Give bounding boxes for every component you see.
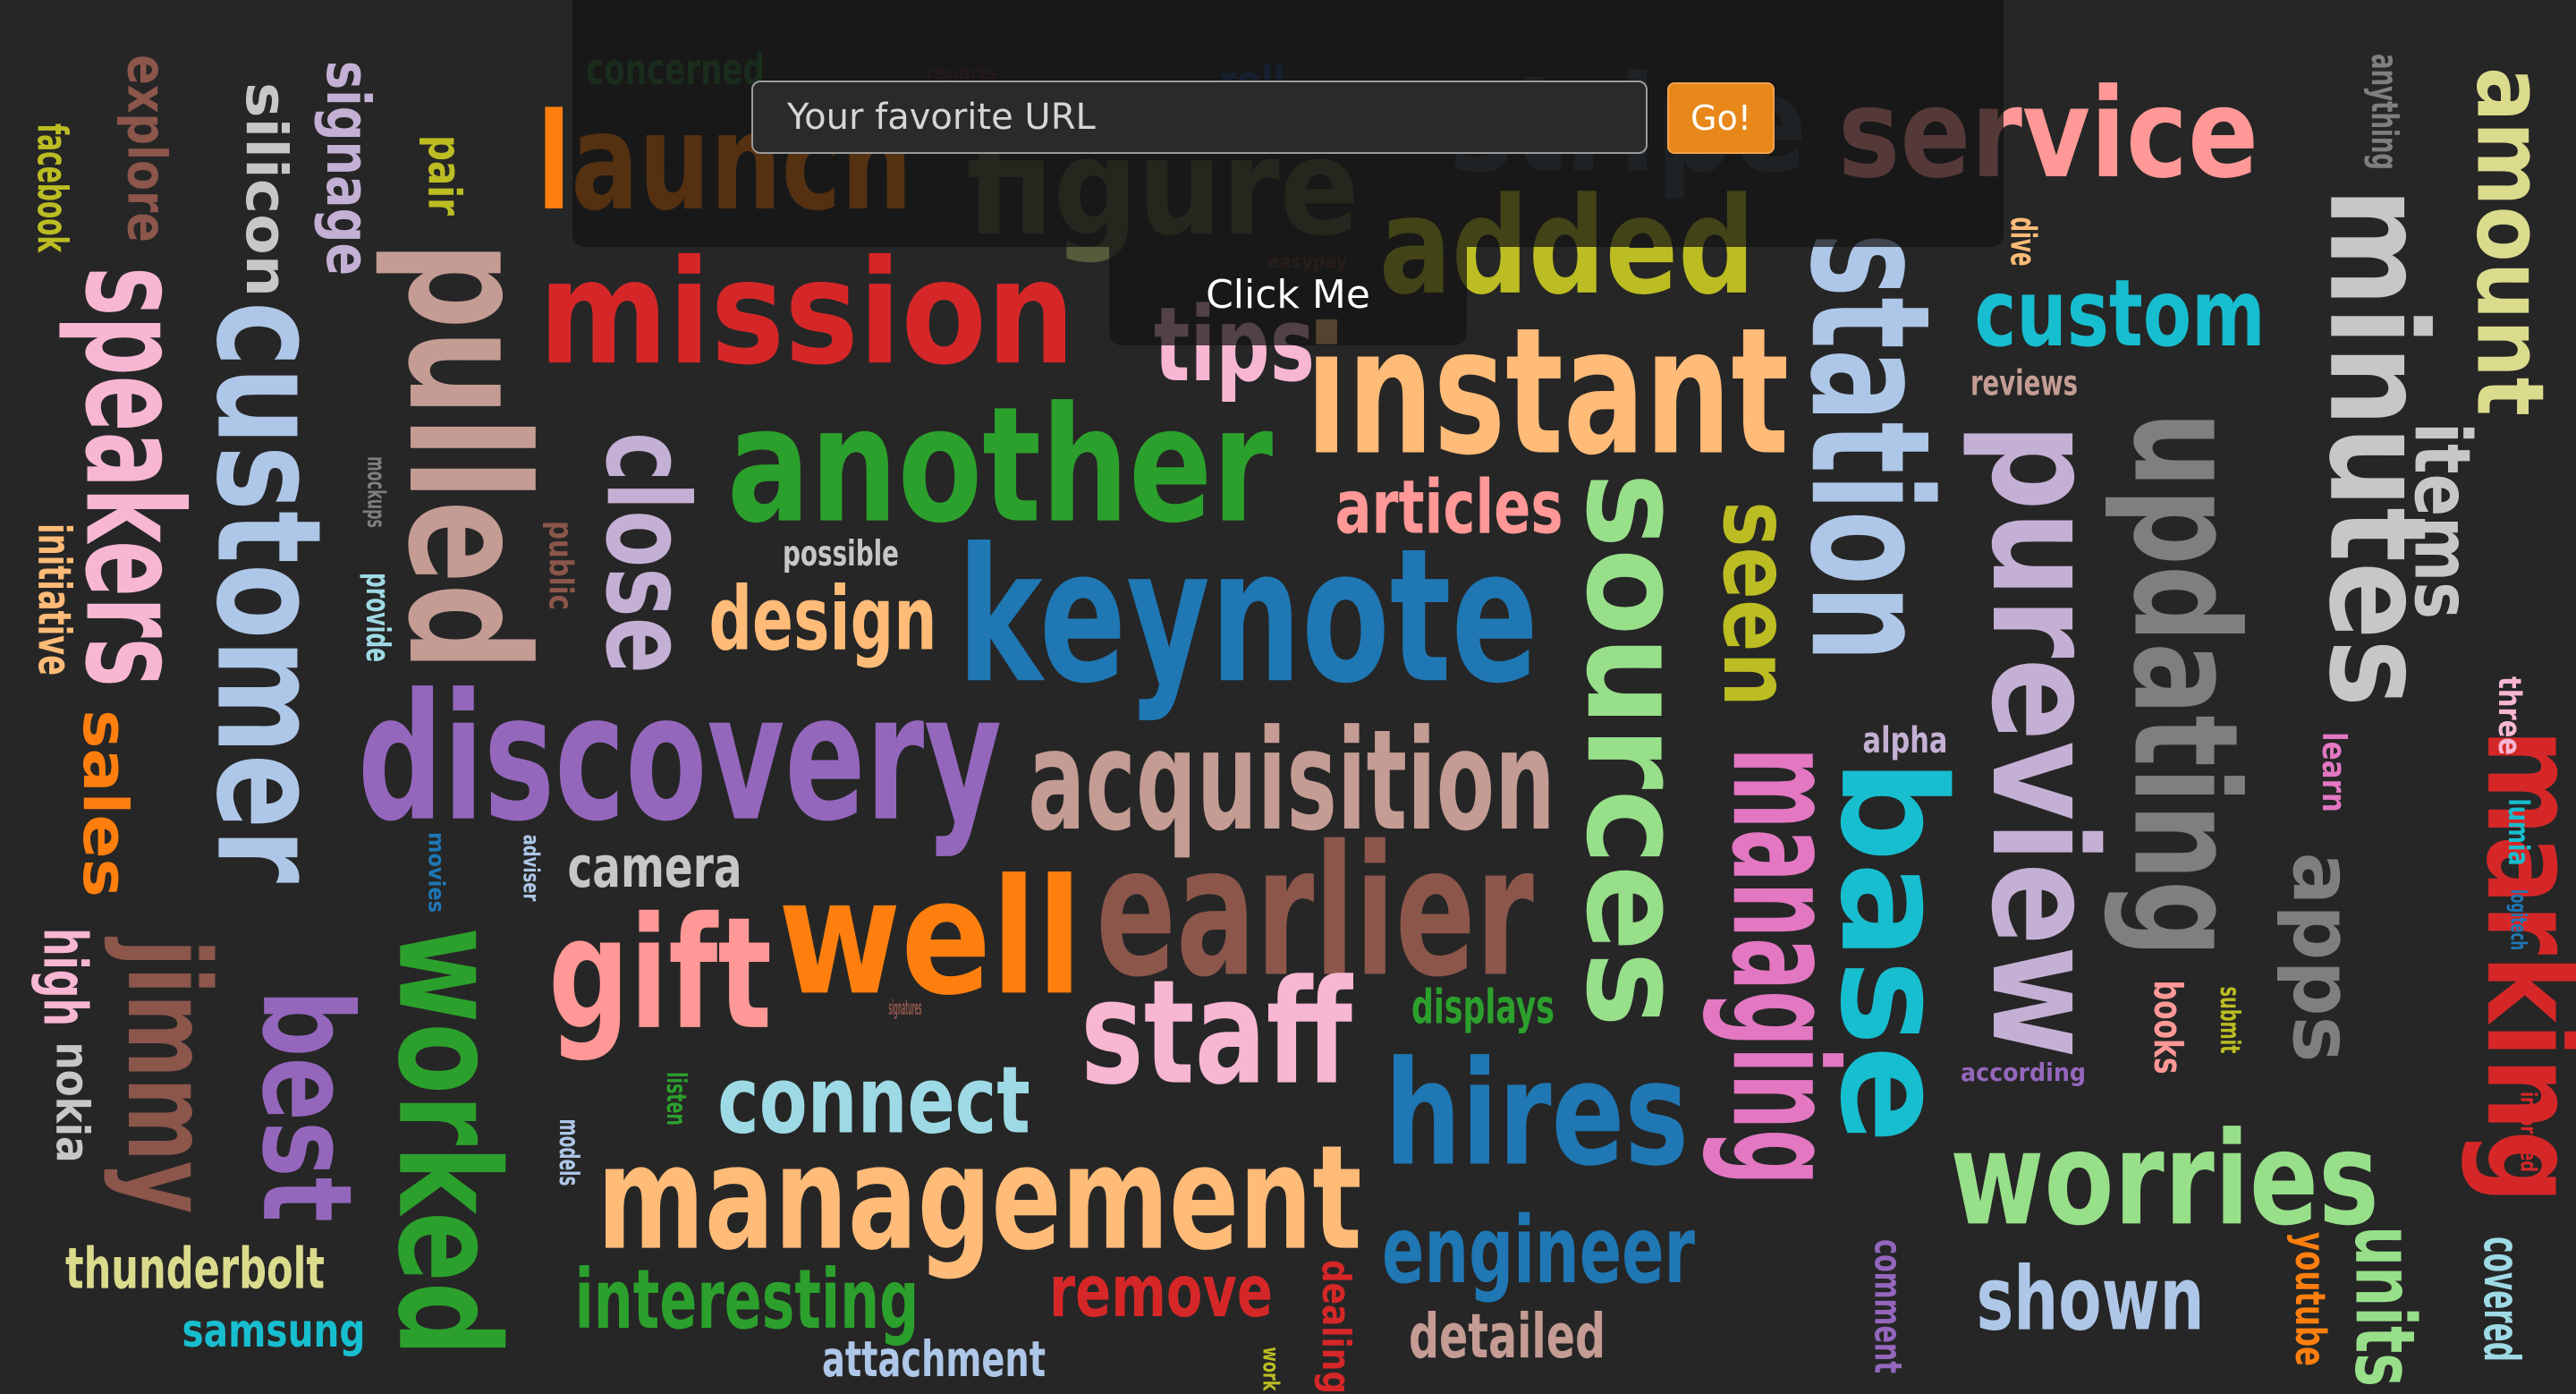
cloud-word-books: books xyxy=(2146,981,2191,1075)
cloud-word-customer: customer xyxy=(184,302,352,883)
cloud-word-pureview: pureview xyxy=(1959,423,2127,1058)
cloud-word-silicon: silicon xyxy=(233,82,298,297)
cloud-word-shown: shown xyxy=(1976,1249,2204,1351)
cloud-word-nokia: nokia xyxy=(46,1041,98,1162)
cloud-word-worked: worked xyxy=(367,927,528,1356)
url-input[interactable] xyxy=(751,81,1648,154)
cloud-word-submit: submit xyxy=(2215,986,2245,1053)
cloud-word-keynote: keynote xyxy=(957,510,1538,725)
cloud-word-high: high xyxy=(30,928,99,1026)
cloud-word-alpha: alpha xyxy=(1863,720,1948,761)
cloud-word-seen: seen xyxy=(1702,501,1809,707)
cloud-word-dive: dive xyxy=(2003,217,2044,267)
cloud-word-three: three xyxy=(2491,676,2528,755)
cloud-word-another: another xyxy=(727,372,1274,558)
cloud-word-minutes: minutes xyxy=(2300,188,2455,707)
cloud-word-mockups: mockups xyxy=(361,456,390,528)
cloud-word-amount: amount xyxy=(2456,67,2563,416)
cloud-word-pair: pair xyxy=(418,135,471,216)
cloud-word-dealing: dealing xyxy=(1313,1260,1358,1394)
cloud-word-base: base xyxy=(1808,759,1976,1143)
cloud-word-updating: updating xyxy=(2101,412,2269,957)
cloud-word-sources: sources xyxy=(1556,472,1712,1027)
cloud-word-youtube: youtube xyxy=(2285,1232,2333,1366)
cloud-word-thunderbolt: thunderbolt xyxy=(65,1236,325,1302)
cloud-word-listen: listen xyxy=(661,1072,692,1126)
cloud-word-attachment: attachment xyxy=(822,1331,1046,1389)
cloud-word-discovery: discovery xyxy=(358,658,1002,861)
cloud-word-hires: hires xyxy=(1385,1030,1689,1198)
cloud-word-remove: remove xyxy=(1049,1249,1273,1334)
cloud-word-interesting: interesting xyxy=(575,1253,919,1348)
cloud-word-public: public xyxy=(541,521,580,610)
cloud-word-adviser: adviser xyxy=(518,835,544,902)
cloud-word-logitech: logitech xyxy=(2505,889,2531,950)
click-me-button[interactable]: Click Me xyxy=(1206,271,1370,318)
cloud-word-staff: staff xyxy=(1080,950,1353,1118)
cloud-word-worries: worries xyxy=(1950,1104,2379,1254)
cloud-word-explore: explore xyxy=(115,55,178,242)
cloud-word-possible: possible xyxy=(783,535,899,575)
cloud-word-initiative: initiative xyxy=(28,523,80,676)
cloud-word-signatures: signatures xyxy=(889,995,922,1019)
cloud-word-acquisition: acquisition xyxy=(1028,701,1555,863)
go-button[interactable]: Go! xyxy=(1667,82,1775,154)
cloud-word-custom: custom xyxy=(1974,259,2265,367)
cloud-word-apps: apps xyxy=(2275,853,2370,1063)
cloud-word-samsung: samsung xyxy=(182,1304,365,1357)
cloud-word-detailed: detailed xyxy=(1409,1300,1606,1372)
cloud-word-best: best xyxy=(235,990,379,1222)
cloud-word-facebook: facebook xyxy=(28,123,75,253)
cloud-word-marking: marking xyxy=(2459,729,2576,1203)
cloud-word-close: close xyxy=(580,432,712,674)
cloud-word-earlier: earlier xyxy=(1096,808,1534,1017)
cloud-word-units: units xyxy=(2336,1226,2432,1387)
cloud-word-lumia: lumia xyxy=(2502,799,2535,866)
cloud-word-items: items xyxy=(2397,422,2487,619)
cloud-word-management: management xyxy=(597,1115,1361,1282)
cloud-word-displays: displays xyxy=(1411,979,1555,1035)
cloud-word-provide: provide xyxy=(359,573,397,662)
cloud-word-managing: managing xyxy=(1699,747,1868,1186)
cloud-word-connect: connect xyxy=(717,1047,1030,1155)
cloud-word-speakers: speakers xyxy=(55,267,209,687)
cloud-word-jimmy: jimmy xyxy=(102,937,234,1214)
cloud-word-mission: mission xyxy=(538,229,1075,396)
cloud-word-covered: covered xyxy=(2472,1237,2530,1362)
cloud-word-signage: signage xyxy=(313,61,382,276)
cloud-word-articles: articles xyxy=(1335,465,1563,551)
cloud-word-learn: learn xyxy=(2314,732,2352,812)
click-me-panel xyxy=(1109,247,1467,345)
cloud-word-work: work xyxy=(1258,1347,1284,1391)
cloud-word-comment: comment xyxy=(1866,1239,1909,1373)
cloud-word-according: according xyxy=(1961,1058,2086,1087)
cloud-word-movies: movies xyxy=(423,832,450,913)
cloud-word-design: design xyxy=(708,568,936,670)
cloud-word-informed: informed xyxy=(2514,1092,2540,1172)
cloud-word-station: station xyxy=(1774,233,1965,662)
cloud-word-anything: anything xyxy=(2362,54,2405,170)
cloud-word-pulled: pulled xyxy=(371,242,563,671)
cloud-word-sales: sales xyxy=(70,710,142,897)
cloud-word-engineer: engineer xyxy=(1382,1196,1695,1305)
cloud-word-reviews: reviews xyxy=(1970,362,2078,403)
cloud-word-camera: camera xyxy=(567,835,741,901)
cloud-word-models: models xyxy=(554,1118,585,1186)
cloud-word-gift: gift xyxy=(548,883,772,1064)
cloud-word-well: well xyxy=(778,845,1082,1030)
